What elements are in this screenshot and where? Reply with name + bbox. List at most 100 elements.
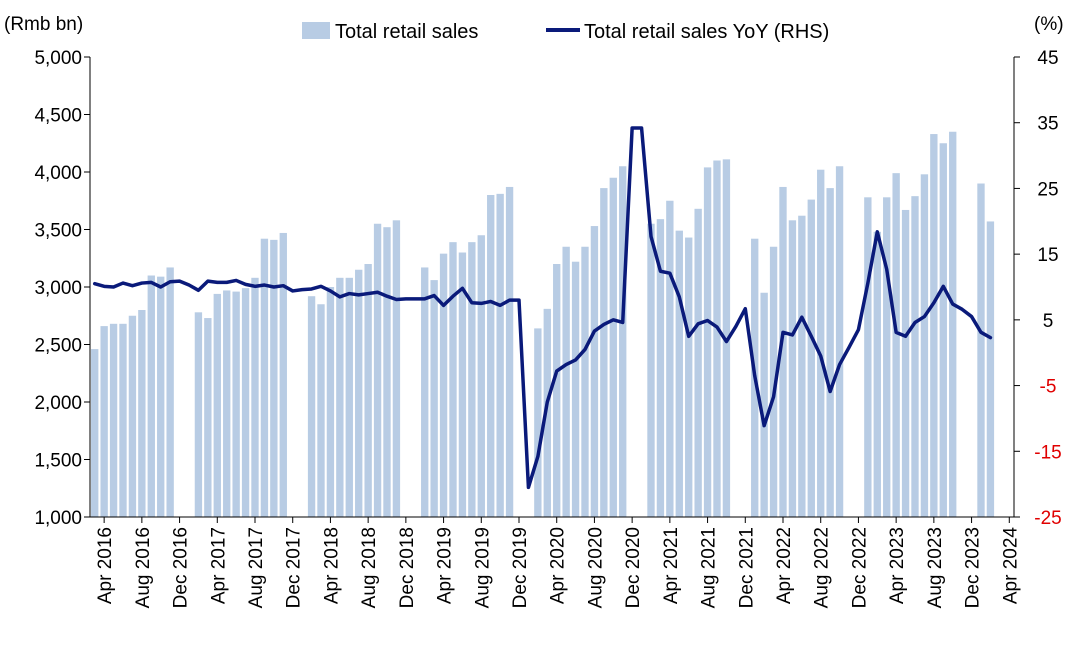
bar-2016-03	[91, 349, 99, 517]
x-tick-label: Aug 2022	[812, 527, 833, 608]
bar-2022-07	[807, 199, 815, 517]
bar-2020-09	[600, 188, 608, 517]
bar-2021-07	[694, 208, 702, 518]
bar-2017-05	[223, 290, 231, 517]
x-tick-label: Dec 2022	[849, 527, 870, 608]
bar-2019-05	[449, 242, 457, 517]
x-tick-label: Aug 2023	[925, 527, 946, 608]
bar-2017-02	[194, 312, 203, 517]
bar-2021-06	[685, 237, 693, 518]
bar-2023-09	[939, 143, 947, 517]
x-tick-label: Dec 2017	[284, 527, 305, 608]
x-tick-label: Apr 2022	[774, 527, 795, 604]
bar-2023-05	[901, 209, 910, 517]
x-tick-label: Apr 2019	[435, 527, 456, 604]
bar-2017-03	[204, 318, 212, 517]
bar-2022-02	[760, 292, 768, 517]
bar-2016-11	[166, 267, 174, 517]
bar-2023-08	[930, 134, 938, 518]
bar-2019-08	[477, 235, 485, 517]
line-series-yoy	[92, 126, 993, 490]
bar-2020-04	[553, 264, 561, 517]
x-tick-label: Aug 2016	[133, 527, 154, 608]
bar-2023-04	[892, 173, 900, 517]
bar-2020-10	[609, 177, 617, 517]
right-tick-label: 25	[1037, 179, 1058, 200]
bar-2020-06	[571, 261, 580, 517]
right-tick-label: -15	[1034, 442, 1061, 463]
bar-2023-03	[883, 197, 891, 518]
bar-2019-04	[439, 253, 448, 517]
bar-2019-07	[468, 242, 476, 517]
bar-2019-09	[487, 195, 495, 517]
left-tick-label: 4,000	[34, 163, 82, 184]
left-tick-label: 3,500	[34, 221, 82, 242]
bar-2016-05	[109, 323, 118, 517]
bar-2019-11	[505, 186, 514, 517]
bar-2018-11	[392, 220, 401, 518]
right-tick-label: 5	[1043, 311, 1054, 332]
bar-2016-06	[119, 323, 127, 517]
bar-2024-02	[986, 221, 995, 517]
x-tick-label: Aug 2018	[359, 527, 380, 608]
x-tick-label: Dec 2021	[736, 527, 757, 608]
bar-2020-11	[619, 166, 627, 517]
x-tick-label: Apr 2021	[661, 527, 682, 604]
legend-swatch-bar	[302, 22, 330, 39]
x-tick-label: Dec 2016	[171, 527, 192, 608]
bar-2021-05	[675, 230, 683, 517]
bar-2022-08	[817, 169, 825, 517]
x-tick-label: Dec 2018	[397, 527, 418, 608]
x-tick-label: Apr 2018	[321, 527, 342, 604]
left-tick-label: 1,000	[34, 508, 82, 529]
left-tick-label: 2,000	[34, 393, 82, 414]
x-tick-label: Dec 2023	[963, 527, 984, 608]
bar-2016-09	[147, 275, 155, 517]
bar-2022-09	[826, 188, 834, 517]
x-tick-label: Apr 2017	[208, 527, 229, 604]
bar-series-total-retail-sales	[91, 131, 995, 518]
bar-2021-04	[666, 200, 674, 517]
bar-2020-05	[562, 246, 570, 517]
bar-2018-05	[336, 277, 344, 517]
bar-2017-10	[270, 239, 278, 517]
left-axis-unit-label: (Rmb bn)	[4, 14, 83, 35]
bar-2023-07	[920, 174, 929, 518]
bar-2019-06	[458, 252, 467, 517]
bar-2022-04	[779, 186, 787, 517]
bar-2018-02	[307, 296, 316, 517]
x-tick-label: Aug 2021	[699, 527, 720, 608]
bar-2023-01	[864, 197, 872, 518]
bar-2021-10	[722, 159, 731, 517]
bar-2018-03	[317, 304, 325, 517]
legend: Total retail sales Total retail sales Yo…	[302, 21, 829, 43]
bar-2017-06	[232, 291, 240, 517]
bar-2016-10	[157, 276, 165, 517]
left-tick-label: 3,000	[34, 278, 82, 299]
x-tick-label: Aug 2020	[585, 527, 606, 608]
bar-2016-04	[100, 326, 108, 517]
yoy-line	[92, 126, 993, 490]
bar-2023-02	[873, 231, 881, 518]
bar-2018-07	[355, 269, 363, 517]
x-tick-label: Aug 2017	[246, 527, 267, 608]
bar-2020-07	[581, 246, 589, 517]
bar-2023-06	[911, 196, 919, 517]
x-tick-label: Apr 2023	[887, 527, 908, 604]
bar-2017-11	[279, 232, 287, 517]
bar-2016-07	[128, 315, 137, 517]
axes: 5,000 4,500 4,000 3,500 3,000 2,500 2,000 1,500…	[34, 48, 1061, 608]
right-axis-unit-label: (%)	[1034, 14, 1064, 35]
bar-2017-07	[241, 288, 250, 517]
bar-2023-10	[949, 131, 957, 517]
bar-2022-05	[788, 220, 797, 518]
bar-2017-09	[260, 238, 269, 517]
right-tick-label: -25	[1034, 508, 1061, 529]
x-tick-label: Apr 2016	[95, 527, 116, 604]
x-tick-label: Apr 2020	[548, 527, 569, 604]
bar-2018-08	[364, 264, 372, 517]
left-tick-label: 5,000	[34, 48, 82, 69]
bar-2021-08	[703, 167, 712, 517]
x-tick-label: Dec 2019	[510, 527, 531, 608]
